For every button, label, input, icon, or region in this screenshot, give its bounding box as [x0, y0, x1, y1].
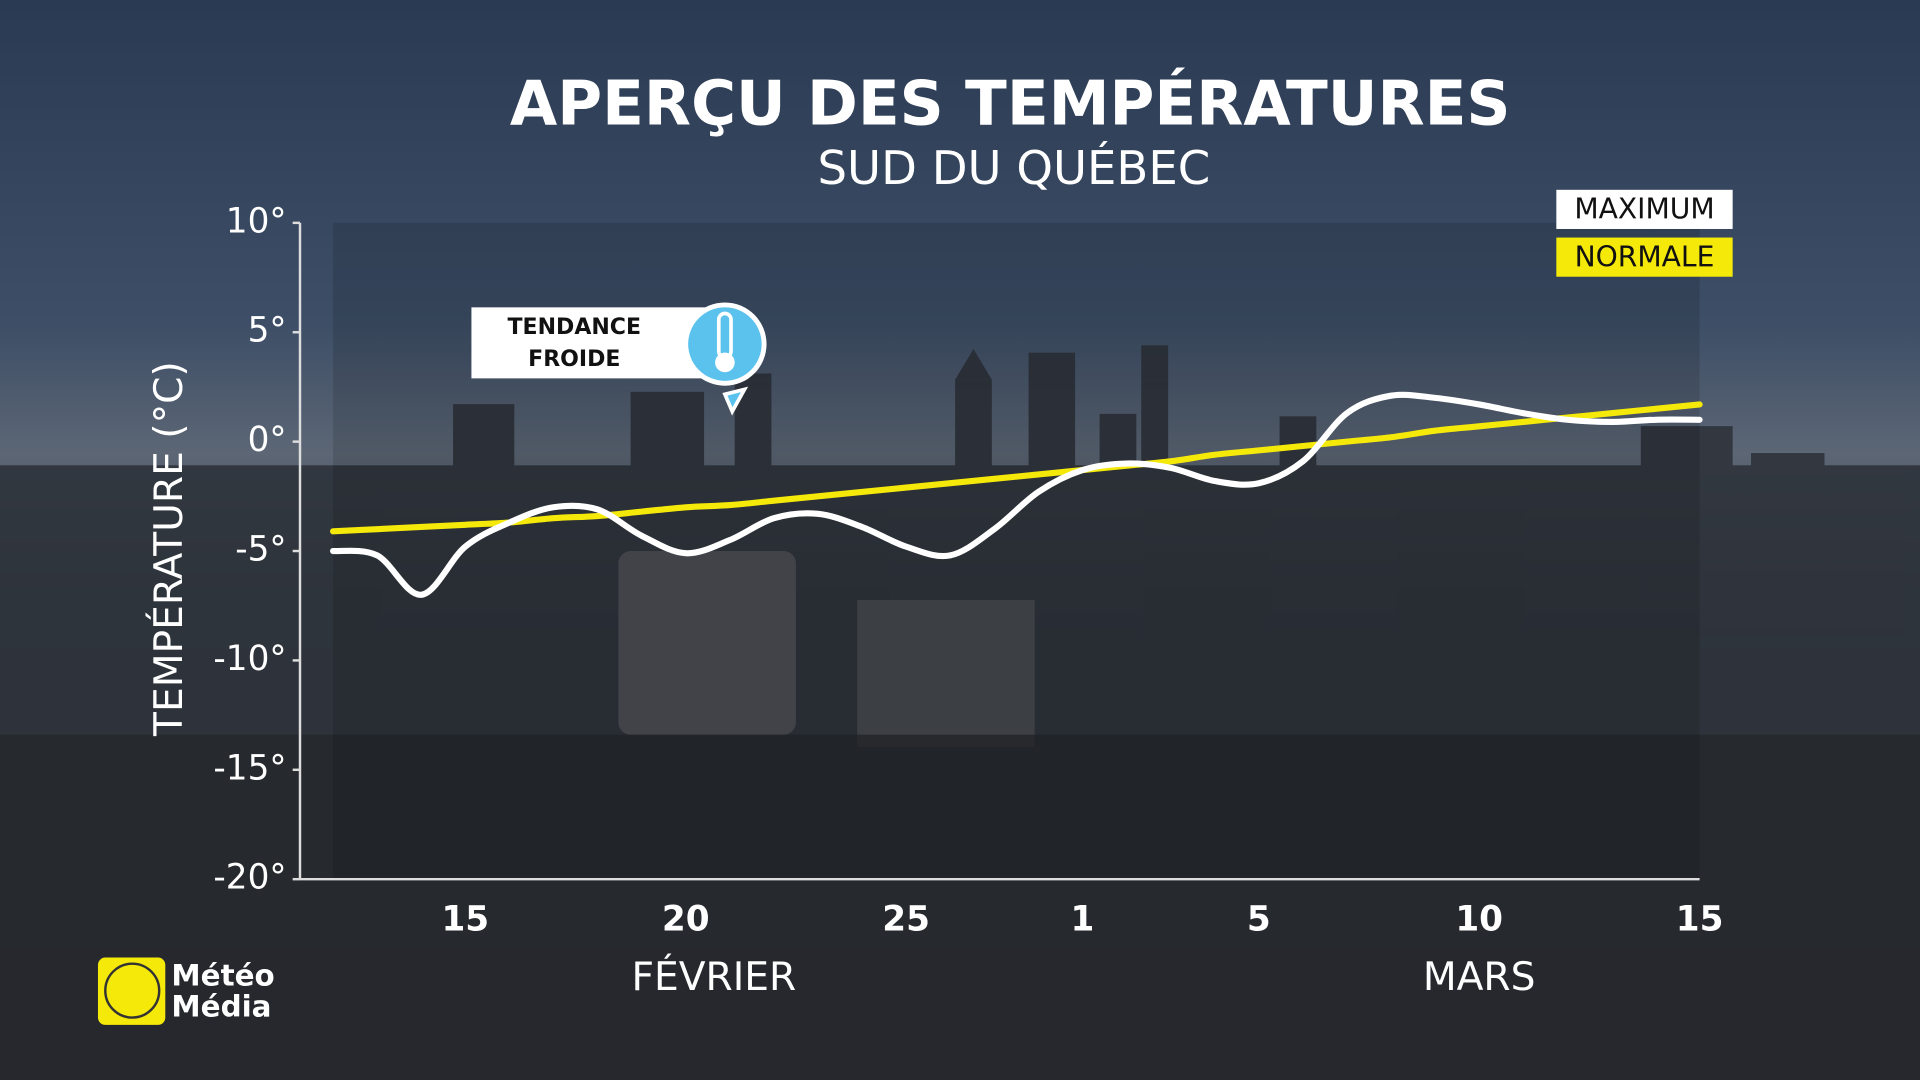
legend-swatch [1556, 189, 1733, 229]
trees [0, 734, 1920, 1080]
annotation-pin [722, 386, 749, 416]
annotation: TENDANCE FROIDE [471, 302, 767, 416]
thermometer-bulb [715, 352, 735, 373]
x-tick-label: 20 [662, 899, 710, 939]
y-tick-label: -15° [213, 748, 286, 788]
building [618, 551, 796, 735]
y-tick-label: -20° [213, 858, 286, 898]
y-axis-title: TEMPÉRATURE (°C) [145, 361, 192, 737]
legend-label: NORMALE [1575, 240, 1715, 273]
chart-subtitle: SUD DU QUÉBEC [818, 141, 1211, 195]
x-tick-label: 15 [441, 899, 489, 939]
logo-mark [97, 957, 166, 1025]
x-tick-label: 1 [1071, 899, 1095, 939]
series-line [330, 401, 1703, 535]
annotation-text: TENDANCE [508, 315, 642, 340]
logo-text: Média [171, 989, 271, 1023]
logo: Météo Média [97, 957, 275, 1025]
month-label: FÉVRIER [631, 953, 796, 1000]
x-tick-label: 15 [1676, 899, 1724, 939]
series-line [330, 391, 1703, 598]
annotation-text: FROIDE [528, 347, 620, 372]
month-label: MARS [1423, 955, 1536, 1000]
y-tick-label: -10° [213, 639, 286, 679]
legend-label: MAXIMUM [1574, 193, 1714, 226]
y-tick-label: 10° [226, 201, 287, 241]
logo-text: Météo [171, 959, 274, 993]
annotation-box [471, 307, 717, 379]
x-tick-label: 5 [1247, 899, 1271, 939]
legend-swatch [1556, 237, 1733, 277]
y-tick-label: 5° [248, 311, 287, 351]
y-tick-label: -5° [235, 530, 286, 570]
annotation-icon [688, 307, 762, 381]
chart-title: APERÇU DES TEMPÉRATURES [510, 67, 1511, 139]
building [857, 600, 1035, 747]
x-tick-label: 25 [882, 899, 930, 939]
logo-globe [104, 962, 161, 1019]
y-tick-label: 0° [248, 420, 287, 460]
x-tick-label: 10 [1455, 899, 1503, 939]
